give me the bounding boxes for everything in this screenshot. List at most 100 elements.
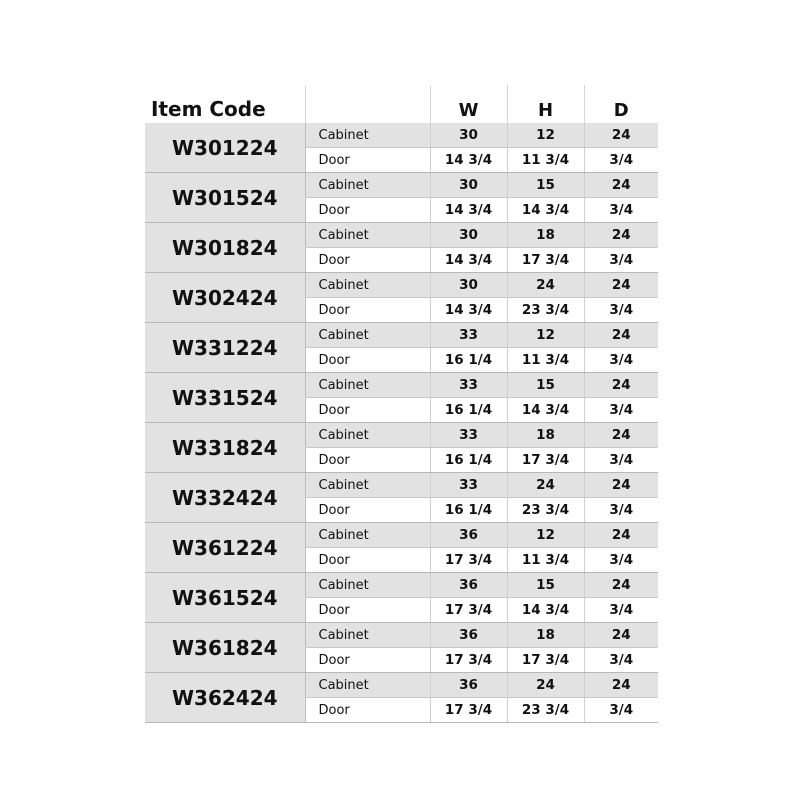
part-label: Door: [304, 247, 430, 273]
depth-value: 3/4: [583, 447, 658, 473]
depth-value: 3/4: [583, 347, 658, 373]
part-label: Door: [304, 597, 430, 623]
depth-value: 24: [583, 622, 658, 648]
depth-value: 24: [583, 522, 658, 548]
depth-value: 3/4: [583, 297, 658, 323]
item-code: W361824: [145, 622, 305, 673]
door-row: Door 16 1/4 11 3/4 3/4: [145, 347, 658, 373]
item-code: W301224: [145, 123, 305, 173]
header-height: H: [506, 85, 584, 123]
item-code: W361524: [145, 572, 305, 623]
item-code: W362424: [145, 672, 305, 723]
door-row: Door 17 3/4 23 3/4 3/4: [145, 697, 658, 723]
cabinet-row: W362424 Cabinet 36 24 24: [145, 672, 658, 723]
item-code: W302424: [145, 272, 305, 323]
header-item-code: Item Code: [151, 97, 266, 121]
width-value: 30: [429, 272, 507, 298]
door-row: Door 17 3/4 11 3/4 3/4: [145, 547, 658, 573]
cabinet-row: W301224 Cabinet 30 12 24: [145, 123, 658, 173]
cabinet-row: W332424 Cabinet 33 24 24: [145, 472, 658, 523]
height-value: 23 3/4: [506, 497, 584, 523]
width-value: 36: [429, 572, 507, 598]
part-label: Cabinet: [304, 422, 430, 448]
width-value: 16 1/4: [429, 397, 507, 423]
depth-value: 3/4: [583, 247, 658, 273]
height-value: 12: [506, 322, 584, 348]
door-row: Door 17 3/4 14 3/4 3/4: [145, 597, 658, 623]
height-value: 17 3/4: [506, 647, 584, 673]
cabinet-row: W331824 Cabinet 33 18 24: [145, 422, 658, 473]
height-value: 15: [506, 172, 584, 198]
height-value: 18: [506, 422, 584, 448]
depth-value: 3/4: [583, 597, 658, 623]
width-value: 16 1/4: [429, 347, 507, 373]
header-depth: D: [583, 85, 658, 123]
cabinet-row: W361224 Cabinet 36 12 24: [145, 522, 658, 573]
cabinet-row: W361824 Cabinet 36 18 24: [145, 622, 658, 673]
height-value: 12: [506, 123, 584, 148]
item-code: W361224: [145, 522, 305, 573]
part-label: Cabinet: [304, 322, 430, 348]
part-label: Door: [304, 447, 430, 473]
depth-value: 24: [583, 272, 658, 298]
height-value: 18: [506, 222, 584, 248]
height-value: 24: [506, 672, 584, 698]
part-label: Door: [304, 347, 430, 373]
item-code: W301524: [145, 172, 305, 223]
part-label: Cabinet: [304, 222, 430, 248]
depth-value: 3/4: [583, 547, 658, 573]
header-row: Item Code W H D: [145, 85, 658, 123]
door-row: Door 17 3/4 17 3/4 3/4: [145, 647, 658, 673]
width-value: 30: [429, 222, 507, 248]
height-value: 14 3/4: [506, 197, 584, 223]
width-value: 17 3/4: [429, 697, 507, 723]
part-label: Cabinet: [304, 672, 430, 698]
height-value: 24: [506, 472, 584, 498]
depth-value: 3/4: [583, 397, 658, 423]
depth-value: 24: [583, 322, 658, 348]
depth-value: 24: [583, 222, 658, 248]
cabinet-row: W301824 Cabinet 30 18 24: [145, 222, 658, 273]
depth-value: 3/4: [583, 147, 658, 173]
depth-value: 24: [583, 472, 658, 498]
door-row: Door 16 1/4 14 3/4 3/4: [145, 397, 658, 423]
part-label: Cabinet: [304, 172, 430, 198]
door-row: Door 14 3/4 11 3/4 3/4: [145, 147, 658, 173]
height-value: 14 3/4: [506, 397, 584, 423]
height-value: 15: [506, 572, 584, 598]
part-label: Door: [304, 497, 430, 523]
height-value: 24: [506, 272, 584, 298]
width-value: 30: [429, 123, 507, 148]
cabinet-row: W301524 Cabinet 30 15 24: [145, 172, 658, 223]
part-label: Cabinet: [304, 522, 430, 548]
height-value: 18: [506, 622, 584, 648]
part-label: Door: [304, 147, 430, 173]
door-row: Door 16 1/4 17 3/4 3/4: [145, 447, 658, 473]
width-value: 17 3/4: [429, 547, 507, 573]
width-value: 17 3/4: [429, 647, 507, 673]
item-code: W331524: [145, 372, 305, 423]
width-value: 33: [429, 372, 507, 398]
depth-value: 3/4: [583, 497, 658, 523]
depth-value: 24: [583, 572, 658, 598]
width-value: 33: [429, 322, 507, 348]
door-row: Door 14 3/4 23 3/4 3/4: [145, 297, 658, 323]
width-value: 36: [429, 522, 507, 548]
part-label: Cabinet: [304, 123, 430, 148]
cabinet-row: W361524 Cabinet 36 15 24: [145, 572, 658, 623]
depth-value: 24: [583, 372, 658, 398]
height-value: 23 3/4: [506, 297, 584, 323]
height-value: 11 3/4: [506, 547, 584, 573]
door-row: Door 14 3/4 17 3/4 3/4: [145, 247, 658, 273]
height-value: 15: [506, 372, 584, 398]
width-value: 14 3/4: [429, 297, 507, 323]
width-value: 33: [429, 472, 507, 498]
height-value: 12: [506, 522, 584, 548]
width-value: 16 1/4: [429, 447, 507, 473]
width-value: 36: [429, 672, 507, 698]
part-label: Cabinet: [304, 622, 430, 648]
width-value: 16 1/4: [429, 497, 507, 523]
dimensions-table: Item Code W H D W301224 Cabinet 30 12 24 Door…: [145, 85, 658, 723]
item-code: W301824: [145, 222, 305, 273]
width-value: 14 3/4: [429, 197, 507, 223]
